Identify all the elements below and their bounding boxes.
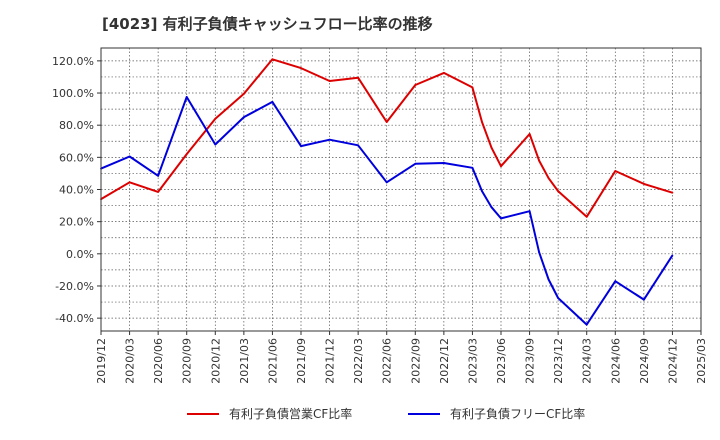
data-point bbox=[547, 177, 550, 180]
data-point bbox=[614, 280, 617, 283]
x-tick-label: 2021/12 bbox=[324, 338, 337, 384]
data-point bbox=[214, 117, 217, 120]
y-tick-label: -40.0% bbox=[55, 312, 94, 325]
data-point bbox=[481, 121, 483, 123]
data-point bbox=[557, 190, 559, 193]
legend-label-2: 有利子負債フリーCF比率 bbox=[450, 406, 585, 421]
x-tick-label: 2020/12 bbox=[209, 338, 222, 384]
data-point bbox=[385, 121, 388, 123]
data-point bbox=[443, 72, 445, 74]
data-point bbox=[500, 217, 502, 220]
data-point bbox=[538, 251, 540, 254]
data-point bbox=[128, 181, 131, 184]
data-point bbox=[614, 170, 617, 172]
data-point bbox=[643, 183, 645, 185]
legend-label-1: 有利子負債営業CF比率 bbox=[229, 406, 352, 421]
x-tick-label: 2023/09 bbox=[524, 338, 537, 384]
data-point bbox=[528, 210, 531, 213]
data-point bbox=[557, 297, 559, 299]
data-point bbox=[243, 116, 245, 118]
series-lines bbox=[100, 58, 674, 326]
y-tick-label: -20.0% bbox=[55, 280, 94, 293]
x-tick-label: 2020/03 bbox=[124, 338, 137, 384]
legend: 有利子負債営業CF比率 有利子負債フリーCF比率 bbox=[187, 406, 585, 421]
x-tick-label: 2020/06 bbox=[152, 338, 165, 384]
x-tick-label: 2019/12 bbox=[95, 338, 108, 384]
x-tick-label: 2023/12 bbox=[552, 338, 565, 384]
x-axis-ticks: 2019/12 2020/03 2020/06 2020/09 2020/12 2021/… bbox=[95, 331, 708, 384]
y-tick-label: 60.0% bbox=[59, 151, 94, 164]
data-point bbox=[471, 166, 474, 169]
data-point bbox=[414, 84, 417, 86]
data-point bbox=[490, 146, 493, 149]
x-tick-label: 2023/03 bbox=[466, 338, 479, 384]
data-point bbox=[271, 101, 274, 103]
x-tick-label: 2024/03 bbox=[581, 338, 594, 384]
data-point bbox=[357, 76, 359, 79]
x-tick-label: 2022/06 bbox=[381, 338, 394, 384]
y-tick-label: 120.0% bbox=[52, 55, 94, 68]
y-axis-ticks: 120.0% 100.0% 80.0% 60.0% 40.0% 20.0% 0.0% -20.… bbox=[52, 55, 101, 325]
x-tick-label: 2024/06 bbox=[609, 338, 622, 384]
data-point bbox=[671, 191, 674, 194]
y-tick-label: 100.0% bbox=[52, 87, 94, 100]
chart-title: [4023] 有利子負債キャッシュフロー比率の推移 bbox=[102, 15, 433, 33]
data-point bbox=[328, 80, 331, 82]
data-point bbox=[481, 190, 483, 193]
y-tick-label: 0.0% bbox=[66, 248, 94, 261]
data-point bbox=[414, 162, 417, 165]
data-point bbox=[471, 86, 474, 89]
data-point bbox=[490, 206, 493, 209]
x-tick-label: 2022/12 bbox=[438, 338, 451, 384]
data-point bbox=[128, 155, 131, 158]
data-point bbox=[671, 254, 674, 257]
x-tick-label: 2024/09 bbox=[638, 338, 651, 384]
data-point bbox=[271, 58, 274, 61]
data-point bbox=[300, 145, 302, 148]
data-point bbox=[328, 138, 331, 141]
y-tick-label: 20.0% bbox=[59, 216, 94, 229]
data-point bbox=[643, 298, 645, 301]
data-point bbox=[300, 67, 302, 69]
data-point bbox=[157, 174, 160, 177]
plot-frame bbox=[100, 47, 702, 332]
y-tick-label: 40.0% bbox=[59, 184, 94, 197]
x-tick-label: 2021/09 bbox=[295, 338, 308, 384]
data-point bbox=[385, 181, 388, 184]
data-point bbox=[585, 215, 588, 218]
data-point bbox=[214, 143, 217, 146]
x-tick-label: 2021/06 bbox=[266, 338, 279, 384]
data-point bbox=[528, 133, 531, 135]
data-point bbox=[443, 162, 445, 164]
data-point bbox=[585, 323, 588, 326]
data-point bbox=[547, 278, 550, 281]
data-point bbox=[243, 92, 245, 95]
x-tick-label: 2020/09 bbox=[181, 338, 194, 384]
data-point bbox=[538, 159, 540, 162]
x-tick-label: 2023/06 bbox=[495, 338, 508, 384]
data-point bbox=[185, 96, 188, 98]
data-point bbox=[185, 153, 188, 156]
data-point bbox=[357, 144, 359, 147]
x-tick-label: 2025/03 bbox=[695, 338, 708, 384]
data-point bbox=[500, 165, 502, 168]
data-point bbox=[157, 191, 160, 193]
x-tick-label: 2024/12 bbox=[666, 338, 679, 384]
y-tick-label: 80.0% bbox=[59, 119, 94, 132]
x-tick-label: 2021/03 bbox=[238, 338, 251, 384]
x-tick-label: 2022/03 bbox=[352, 338, 365, 384]
x-tick-label: 2022/09 bbox=[409, 338, 422, 384]
series-line-1 bbox=[100, 58, 673, 218]
